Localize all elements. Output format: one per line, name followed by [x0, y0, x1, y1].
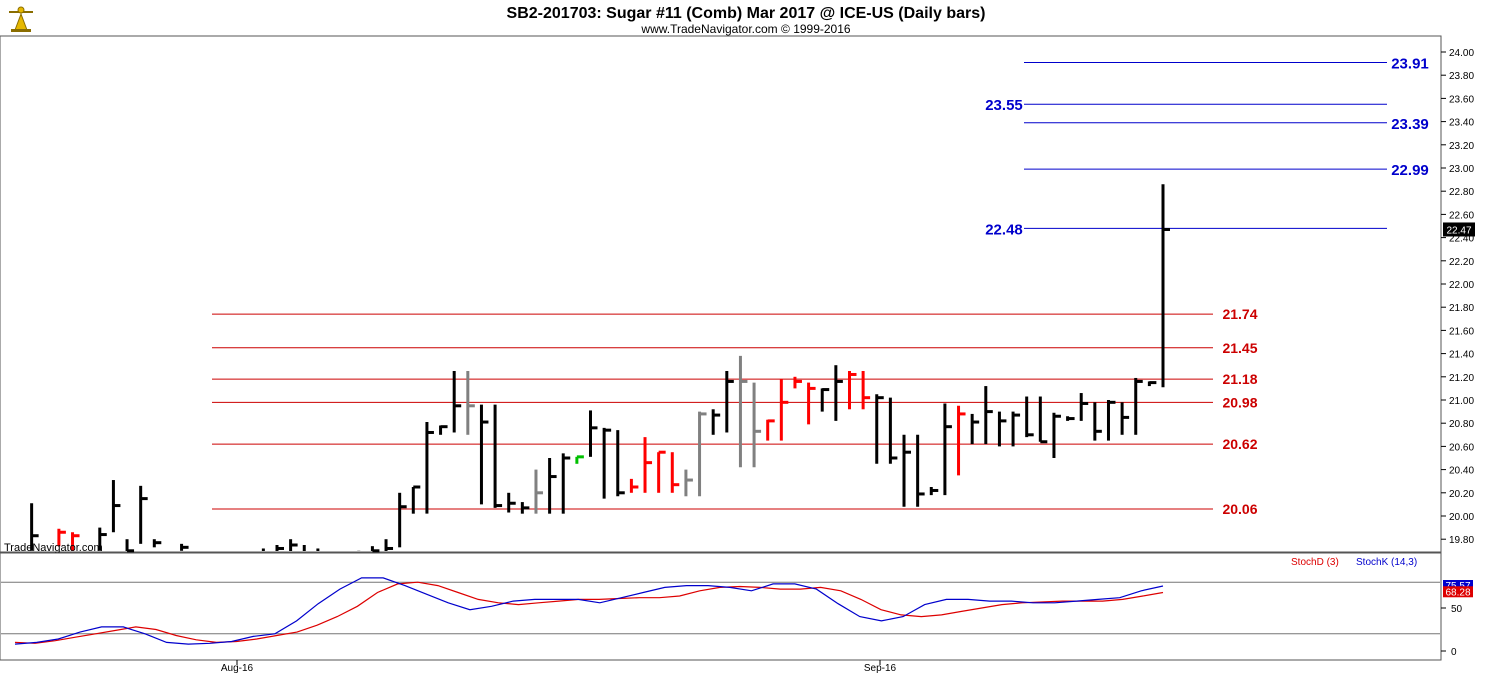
support-label: 21.45 — [1222, 340, 1257, 356]
support-label: 20.06 — [1222, 501, 1257, 517]
resistance-label: 23.55 — [985, 97, 1023, 114]
price-tick-label: 20.40 — [1449, 466, 1474, 477]
price-bars — [30, 184, 1170, 553]
stoch-legend: StochD (3) StochK (14,3) — [1291, 557, 1417, 568]
support-label: 21.18 — [1222, 371, 1257, 387]
price-tick-label: 20.80 — [1449, 419, 1474, 430]
stoch-series: 75.5768.28 — [14, 577, 1473, 645]
legend-stoch-k: StochK (14,3) — [1356, 557, 1417, 568]
x-tick-label: Aug-16 — [221, 663, 254, 674]
last-price-marker: 22.47 — [1443, 222, 1475, 237]
price-tick-label: 21.60 — [1449, 326, 1474, 337]
chart-title: SB2-201703: Sugar #11 (Comb) Mar 2017 @ … — [507, 5, 986, 22]
legend-stoch-d: StochD (3) — [1291, 557, 1339, 568]
last-price-box — [1443, 222, 1475, 237]
stoch-tick-label: 50 — [1451, 604, 1463, 615]
price-tick-label: 19.80 — [1449, 535, 1474, 546]
support-label: 21.74 — [1222, 306, 1257, 322]
chart-subtitle: www.TradeNavigator.com © 1999-2016 — [640, 22, 850, 36]
stoch-tick-label: 0 — [1451, 647, 1457, 658]
stoch-k-line — [14, 577, 1164, 645]
price-tick-label: 20.00 — [1449, 512, 1474, 523]
logo-icon — [9, 6, 33, 32]
stoch-panel-frame — [0, 552, 1442, 661]
price-tick-label: 21.40 — [1449, 350, 1474, 361]
price-tick-label: 23.60 — [1449, 94, 1474, 105]
price-tick-label: 23.20 — [1449, 141, 1474, 152]
price-tick-label: 23.40 — [1449, 118, 1474, 129]
stoch-d-line — [14, 581, 1164, 644]
price-axis: 24.00 23.80 23.60 23.40 23.20 23.00 22.80 22.60… — [1441, 48, 1474, 546]
price-tick-label: 20.60 — [1449, 442, 1474, 453]
support-label: 20.62 — [1222, 436, 1257, 452]
last-price-label: 22.47 — [1446, 225, 1471, 236]
price-tick-label: 22.00 — [1449, 280, 1474, 291]
support-lines: 21.74 21.45 21.18 20.98 20.62 20.06 — [212, 306, 1258, 517]
price-tick-label: 24.00 — [1449, 48, 1474, 59]
support-label: 20.98 — [1222, 394, 1257, 410]
price-tick-label: 22.20 — [1449, 257, 1474, 268]
resistance-label: 22.99 — [1391, 162, 1429, 179]
price-tick-label: 22.80 — [1449, 187, 1474, 198]
price-panel — [0, 35, 1442, 553]
x-tick-label: Sep-16 — [864, 663, 897, 674]
price-tick-label: 20.20 — [1449, 489, 1474, 500]
stoch-reference-lines — [1, 581, 1440, 635]
price-tick-label: 23.80 — [1449, 71, 1474, 82]
stoch-axis: 50 0 — [1441, 604, 1463, 658]
resistance-label: 23.39 — [1391, 116, 1429, 133]
stoch-panel — [0, 552, 1442, 661]
resistance-label: 22.48 — [985, 221, 1023, 238]
stoch-d-value: 68.28 — [1445, 587, 1470, 598]
resistance-lines: 23.91 23.55 23.39 22.99 22.48 — [985, 55, 1429, 238]
price-tick-label: 21.00 — [1449, 396, 1474, 407]
watermark: TradeNavigator.com — [4, 542, 103, 554]
price-panel-frame — [0, 35, 1442, 553]
price-tick-label: 21.80 — [1449, 303, 1474, 314]
x-axis: Aug-16 Sep-16 — [221, 660, 897, 674]
stoch-d-value-box — [1443, 586, 1473, 598]
price-tick-label: 21.20 — [1449, 373, 1474, 384]
price-tick-label: 22.60 — [1449, 210, 1474, 221]
stoch-k-value-box — [1443, 580, 1473, 592]
price-tick-label: 23.00 — [1449, 164, 1474, 175]
resistance-label: 23.91 — [1391, 55, 1429, 72]
chart-header: SB2-201703: Sugar #11 (Comb) Mar 2017 @ … — [507, 5, 986, 36]
price-tick-label: 22.40 — [1449, 234, 1474, 245]
